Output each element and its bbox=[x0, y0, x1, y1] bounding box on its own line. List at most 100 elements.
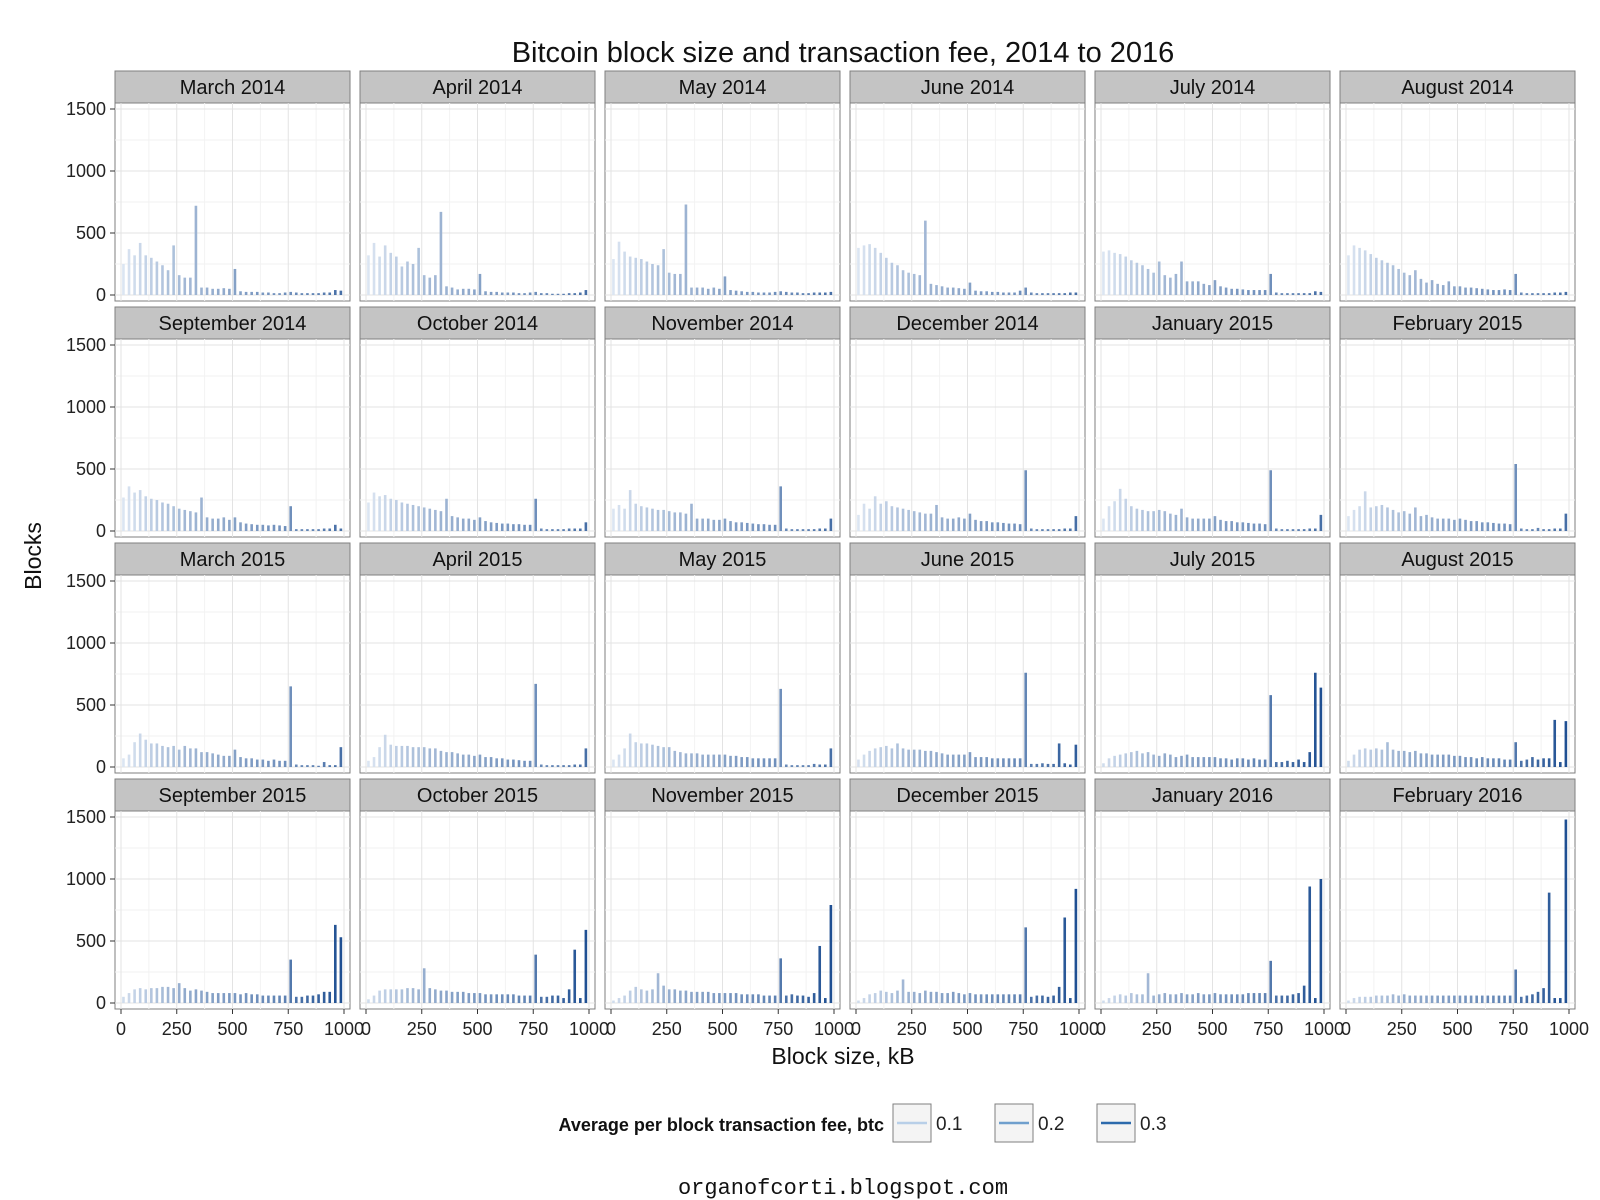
x-tick-label: 750 bbox=[273, 1019, 303, 1039]
facet-strip bbox=[359, 542, 596, 576]
facet-strip-label: May 2015 bbox=[679, 549, 767, 571]
x-tick-label: 500 bbox=[217, 1019, 247, 1039]
facet-strip-label: July 2014 bbox=[1170, 77, 1256, 99]
x-tick-label: 0 bbox=[1341, 1019, 1351, 1039]
y-tick-label: 1500 bbox=[66, 571, 106, 591]
facet-strip-label: February 2016 bbox=[1392, 785, 1522, 807]
y-tick-label: 0 bbox=[96, 521, 106, 541]
y-tick-label: 1000 bbox=[66, 633, 106, 653]
x-tick-label: 0 bbox=[361, 1019, 371, 1039]
facet-strip bbox=[849, 542, 1086, 576]
facet-strip bbox=[1094, 542, 1331, 576]
x-tick-label: 250 bbox=[1142, 1019, 1172, 1039]
x-axis-title: Block size, kB bbox=[771, 1043, 914, 1069]
facet-strip-label: December 2014 bbox=[896, 313, 1038, 335]
x-tick-label: 0 bbox=[851, 1019, 861, 1039]
x-tick-label: 0 bbox=[1096, 1019, 1106, 1039]
y-tick-label: 1000 bbox=[66, 397, 106, 417]
x-tick-label: 500 bbox=[952, 1019, 982, 1039]
facet-strip-label: April 2014 bbox=[432, 77, 522, 99]
facet-strip bbox=[849, 306, 1086, 340]
facet-strip-label: December 2015 bbox=[896, 785, 1038, 807]
facet-strip bbox=[604, 778, 841, 812]
facet-strip bbox=[114, 778, 351, 812]
x-tick-label: 1000 bbox=[1304, 1019, 1344, 1039]
facet-strip-label: May 2014 bbox=[679, 77, 767, 99]
credit-text: organofcorti.blogspot.com bbox=[678, 1176, 1008, 1200]
facet-strip-label: October 2014 bbox=[417, 313, 538, 335]
y-tick-label: 1000 bbox=[66, 869, 106, 889]
facet-strip bbox=[1339, 70, 1576, 104]
x-tick-label: 500 bbox=[1442, 1019, 1472, 1039]
facet-strip-label: September 2015 bbox=[159, 785, 307, 807]
facet-strip-label: March 2014 bbox=[180, 77, 286, 99]
facet-strip-label: November 2014 bbox=[651, 313, 793, 335]
facet-strip-label: September 2014 bbox=[159, 313, 307, 335]
legend-label: 0.1 bbox=[936, 1114, 962, 1135]
chart-title: Bitcoin block size and transaction fee, … bbox=[512, 37, 1175, 69]
facet-strip-label: January 2015 bbox=[1152, 313, 1273, 335]
facet-strip bbox=[359, 70, 596, 104]
facet-strip-label: April 2015 bbox=[432, 549, 522, 571]
x-tick-label: 250 bbox=[407, 1019, 437, 1039]
y-tick-label: 1500 bbox=[66, 99, 106, 119]
x-tick-label: 1000 bbox=[324, 1019, 364, 1039]
y-tick-label: 500 bbox=[76, 223, 106, 243]
facet-strip bbox=[604, 306, 841, 340]
y-tick-label: 1500 bbox=[66, 807, 106, 827]
facet-strip-label: July 2015 bbox=[1170, 549, 1256, 571]
y-tick-label: 500 bbox=[76, 695, 106, 715]
y-tick-label: 0 bbox=[96, 285, 106, 305]
facet-panels: March 2014 0 500 1000 1500 April 2014 May 2014… bbox=[66, 70, 1589, 1039]
facet-strip bbox=[114, 70, 351, 104]
x-tick-label: 1000 bbox=[1059, 1019, 1099, 1039]
x-tick-label: 250 bbox=[897, 1019, 927, 1039]
legend: Average per block transaction fee, btc 0… bbox=[559, 1103, 1166, 1143]
x-tick-label: 750 bbox=[763, 1019, 793, 1039]
x-tick-label: 750 bbox=[1498, 1019, 1528, 1039]
facet-strip bbox=[849, 778, 1086, 812]
x-tick-label: 1000 bbox=[1549, 1019, 1589, 1039]
facet-strip bbox=[114, 542, 351, 576]
y-axis-title: Blocks bbox=[20, 522, 46, 590]
facet-strip bbox=[1339, 778, 1576, 812]
y-tick-label: 1500 bbox=[66, 335, 106, 355]
x-tick-label: 0 bbox=[116, 1019, 126, 1039]
facet-strip-label: August 2015 bbox=[1401, 549, 1513, 571]
legend-label: 0.3 bbox=[1140, 1114, 1166, 1135]
facet-strip bbox=[359, 306, 596, 340]
legend-title: Average per block transaction fee, btc bbox=[559, 1115, 884, 1135]
x-tick-label: 750 bbox=[1253, 1019, 1283, 1039]
facet-strip-label: February 2015 bbox=[1392, 313, 1522, 335]
x-tick-label: 750 bbox=[518, 1019, 548, 1039]
facet-strip-label: August 2014 bbox=[1401, 77, 1513, 99]
x-tick-label: 1000 bbox=[814, 1019, 854, 1039]
facet-strip-label: November 2015 bbox=[651, 785, 793, 807]
x-tick-label: 0 bbox=[606, 1019, 616, 1039]
y-tick-label: 0 bbox=[96, 757, 106, 777]
facet-strip bbox=[1094, 778, 1331, 812]
facet-strip bbox=[1094, 70, 1331, 104]
y-tick-label: 500 bbox=[76, 459, 106, 479]
facet-strip bbox=[1094, 306, 1331, 340]
x-tick-label: 500 bbox=[462, 1019, 492, 1039]
facet-strip-label: June 2015 bbox=[921, 549, 1014, 571]
facet-strip bbox=[604, 542, 841, 576]
facet-strip bbox=[1339, 306, 1576, 340]
facet-strip-label: January 2016 bbox=[1152, 785, 1273, 807]
x-tick-label: 250 bbox=[1387, 1019, 1417, 1039]
facet-strip-label: October 2015 bbox=[417, 785, 538, 807]
y-tick-label: 500 bbox=[76, 931, 106, 951]
facet-strip bbox=[114, 306, 351, 340]
x-tick-label: 500 bbox=[1197, 1019, 1227, 1039]
y-tick-label: 0 bbox=[96, 993, 106, 1013]
x-tick-label: 750 bbox=[1008, 1019, 1038, 1039]
legend-label: 0.2 bbox=[1038, 1114, 1064, 1135]
x-tick-label: 250 bbox=[652, 1019, 682, 1039]
x-tick-label: 1000 bbox=[569, 1019, 609, 1039]
facet-strip-label: June 2014 bbox=[921, 77, 1014, 99]
x-tick-label: 250 bbox=[162, 1019, 192, 1039]
y-tick-label: 1000 bbox=[66, 161, 106, 181]
facet-strip bbox=[849, 70, 1086, 104]
